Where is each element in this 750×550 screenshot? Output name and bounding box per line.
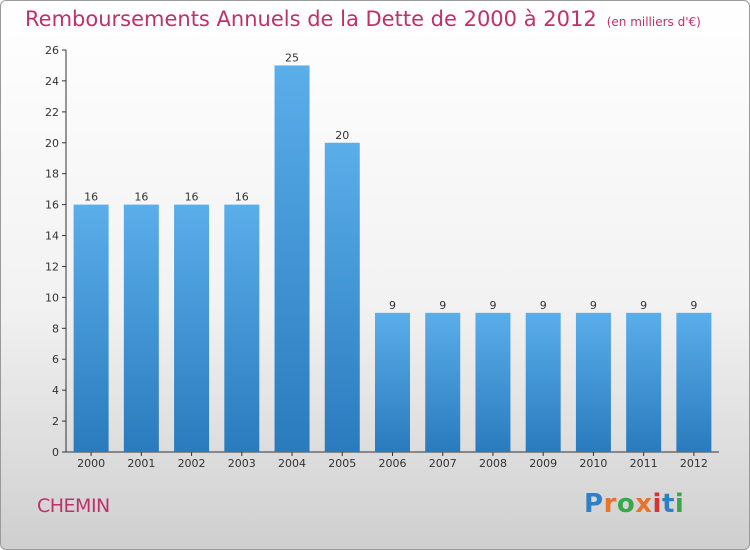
bars [73, 65, 712, 452]
value-label: 16 [84, 191, 98, 204]
logo-letter: P [584, 489, 604, 519]
y-tick-label: 20 [45, 137, 59, 150]
y-tick-label: 22 [45, 106, 59, 119]
x-tick-label: 2005 [328, 457, 356, 470]
bar-2001 [123, 204, 159, 452]
y-tick-label: 4 [52, 384, 59, 397]
y-tick-label: 24 [45, 75, 59, 88]
y-tick-label: 2 [52, 415, 59, 428]
logo-letter: x [635, 489, 653, 519]
x-tick-label: 2004 [278, 457, 306, 470]
logo-letter: i [652, 489, 662, 519]
value-label: 9 [590, 299, 597, 312]
value-label: 9 [389, 299, 396, 312]
labels: 2000 16 2001 16 2002 16 2003 16 2004 25 2005 20 2006… [77, 51, 708, 470]
x-tick-label: 2010 [579, 457, 607, 470]
y-tick-label: 14 [45, 230, 59, 243]
x-tick-label: 2002 [178, 457, 206, 470]
value-label: 9 [540, 299, 547, 312]
logo-letter: i [674, 489, 685, 519]
x-tick-label: 2000 [77, 457, 105, 470]
x-tick-label: 2001 [127, 457, 155, 470]
y-tick-label: 0 [52, 446, 59, 459]
logo-letter: t [661, 489, 675, 519]
value-label: 20 [335, 129, 349, 142]
x-tick-label: 2009 [529, 457, 557, 470]
y-tick-label: 18 [45, 168, 59, 181]
y-tick-label: 26 [45, 44, 59, 57]
bar-2010 [575, 312, 611, 452]
y-tick-label: 8 [52, 322, 59, 335]
title-line: Remboursements Annuels de la Dette de 20… [25, 7, 701, 31]
bar-2004 [274, 65, 310, 452]
bar-2006 [375, 312, 410, 452]
bar-2007 [425, 312, 461, 452]
commune-name: CHEMIN [37, 495, 110, 517]
logo-letter: r [603, 489, 617, 519]
logo-letter: o [616, 489, 636, 519]
bar-2002 [174, 204, 210, 452]
value-label: 9 [690, 299, 697, 312]
value-label: 16 [134, 191, 148, 204]
bar-2000 [73, 204, 109, 452]
y-tick-label: 10 [45, 291, 59, 304]
y-tick-label: 16 [45, 199, 59, 212]
chart-unit: (en milliers d'€) [606, 15, 701, 29]
x-tick-label: 2003 [228, 457, 256, 470]
chart-title: Remboursements Annuels de la Dette de 20… [25, 7, 597, 31]
value-label: 25 [285, 51, 299, 64]
bar-2008 [475, 312, 511, 452]
proxiti-logo: Proxiti [584, 489, 684, 519]
bar-2009 [525, 312, 561, 452]
value-label: 9 [640, 299, 647, 312]
value-label: 9 [489, 299, 496, 312]
x-tick-label: 2007 [429, 457, 457, 470]
y-tick-label: 12 [45, 260, 59, 273]
bar-2011 [626, 312, 662, 452]
value-label: 16 [235, 191, 249, 204]
x-tick-label: 2008 [479, 457, 507, 470]
bar-2012 [676, 312, 712, 452]
value-label: 9 [439, 299, 446, 312]
x-tick-label: 2011 [630, 457, 658, 470]
x-tick-label: 2006 [379, 457, 407, 470]
value-label: 16 [185, 191, 199, 204]
bar-2003 [224, 204, 260, 452]
x-tick-label: 2012 [680, 457, 708, 470]
bar-2005 [324, 142, 360, 452]
y-tick-label: 6 [52, 353, 59, 366]
